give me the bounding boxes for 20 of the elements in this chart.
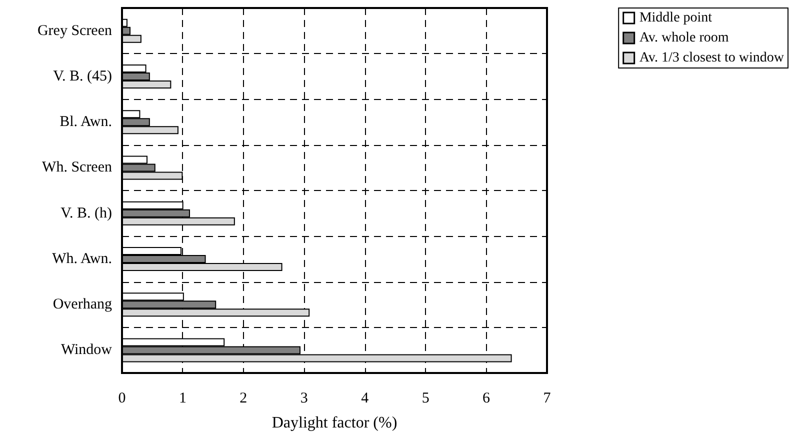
x-tick-label: 7 (543, 390, 552, 406)
x-tick-label: 5 (422, 390, 430, 406)
y-tick-label: V. B. (h) (60, 205, 112, 222)
y-tick-label: Bl. Awn. (60, 114, 112, 130)
x-tick-label: 0 (118, 390, 126, 406)
y-tick-label: Wh. Screen (42, 160, 112, 176)
x-tick-label: 6 (482, 390, 491, 406)
y-tick-label: V. B. (45) (53, 68, 112, 84)
x-axis-title: Daylight factor (%) (272, 414, 398, 432)
x-tick-label: 2 (240, 390, 248, 406)
legend-label: Middle point (639, 10, 712, 26)
legend-label: Av. whole room (639, 30, 729, 46)
y-tick-label: Overhang (52, 296, 112, 313)
y-tick-label: Window (60, 342, 112, 358)
x-tick-label: 4 (361, 390, 370, 406)
x-tick-label: 1 (178, 390, 186, 406)
x-tick-label: 3 (300, 390, 308, 406)
legend-label: Av. 1/3 closest to window (639, 50, 785, 66)
y-tick-label: Wh. Awn. (52, 250, 112, 267)
y-tick-label: Grey Screen (37, 22, 112, 39)
